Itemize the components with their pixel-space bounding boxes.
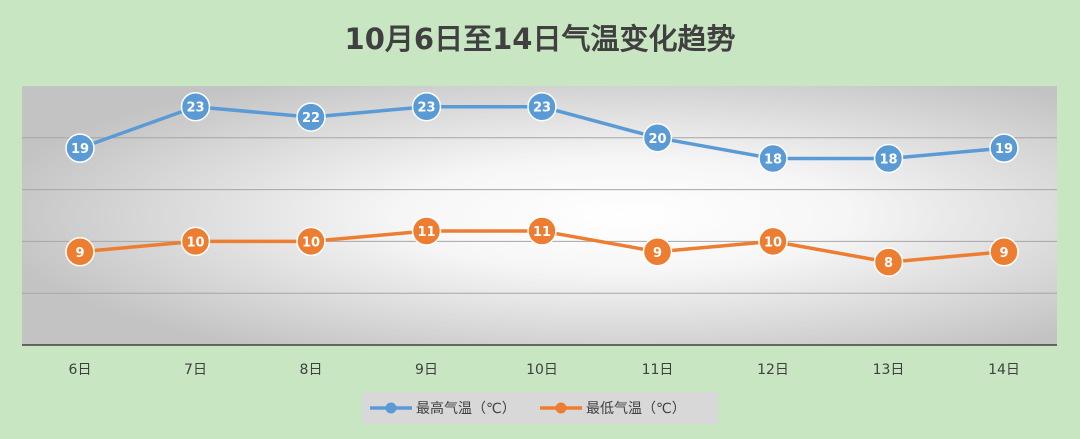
- series: 19 23 22 23 23 20 18 18 19 9 10 10 11 11 9 10 8 9: [65, 91, 1019, 277]
- data-label: 23: [186, 101, 204, 116]
- x-tick-label: 8日: [300, 362, 323, 378]
- legend-item: 最低气温（℃）: [540, 401, 686, 417]
- x-axis-ticks: 6日 7日 8日 9日 10日 11日 12日 13日 14日: [69, 362, 1020, 378]
- data-label: 18: [764, 153, 782, 168]
- legend-marker: [385, 402, 397, 414]
- data-point: [642, 237, 673, 267]
- x-tick-label: 11日: [642, 362, 674, 378]
- legend-item: 最高气温（℃）: [370, 400, 516, 417]
- x-tick-label: 6日: [69, 362, 92, 378]
- data-point: [989, 133, 1019, 163]
- legend: 最高气温（℃） 最低气温（℃）: [362, 392, 718, 424]
- data-point: [411, 216, 442, 246]
- data-point: [65, 133, 95, 163]
- data-point: [527, 91, 557, 122]
- data-point: [873, 247, 904, 277]
- legend-marker: [555, 402, 567, 414]
- data-label: 9: [999, 246, 1008, 261]
- data-point: [873, 143, 904, 174]
- x-tick-label: 9日: [415, 362, 438, 378]
- data-label: 19: [71, 142, 89, 157]
- data-point: [180, 226, 211, 257]
- data-point: [411, 91, 442, 122]
- data-label: 11: [417, 225, 435, 240]
- data-label: 22: [302, 111, 320, 126]
- data-point: [296, 102, 326, 132]
- x-tick-label: 7日: [184, 362, 207, 378]
- x-tick-label: 14日: [988, 362, 1020, 378]
- data-point: [989, 237, 1019, 267]
- data-label: 11: [533, 225, 551, 240]
- series-2: 9 10 10 11 11 9 10 8 9: [65, 216, 1019, 277]
- data-label: 9: [75, 246, 84, 261]
- data-point: [296, 226, 326, 257]
- chart-title: 10月6日至14日气温变化趋势: [345, 22, 736, 56]
- data-point: [642, 123, 673, 153]
- data-point: [527, 216, 557, 246]
- data-label: 9: [653, 246, 662, 261]
- data-label: 8: [884, 256, 893, 271]
- data-label: 23: [533, 101, 551, 116]
- data-point: [758, 143, 788, 174]
- series-1: 19 23 22 23 23 20 18 18 19: [65, 91, 1019, 174]
- plot-area: [22, 86, 1057, 345]
- x-tick-label: 12日: [757, 362, 789, 378]
- data-label: 10: [764, 235, 782, 250]
- data-label: 20: [648, 132, 666, 147]
- data-label: 10: [186, 235, 204, 250]
- data-label: 10: [302, 235, 320, 250]
- data-point: [758, 226, 788, 257]
- data-label: 18: [879, 153, 897, 168]
- x-tick-label: 13日: [873, 362, 905, 378]
- legend-label: 最低气温（℃）: [586, 401, 686, 417]
- data-point: [180, 91, 211, 122]
- legend-label: 最高气温（℃）: [416, 400, 516, 417]
- data-label: 23: [417, 101, 435, 116]
- x-tick-label: 10日: [526, 362, 558, 378]
- data-point: [65, 237, 95, 267]
- data-label: 19: [995, 142, 1013, 157]
